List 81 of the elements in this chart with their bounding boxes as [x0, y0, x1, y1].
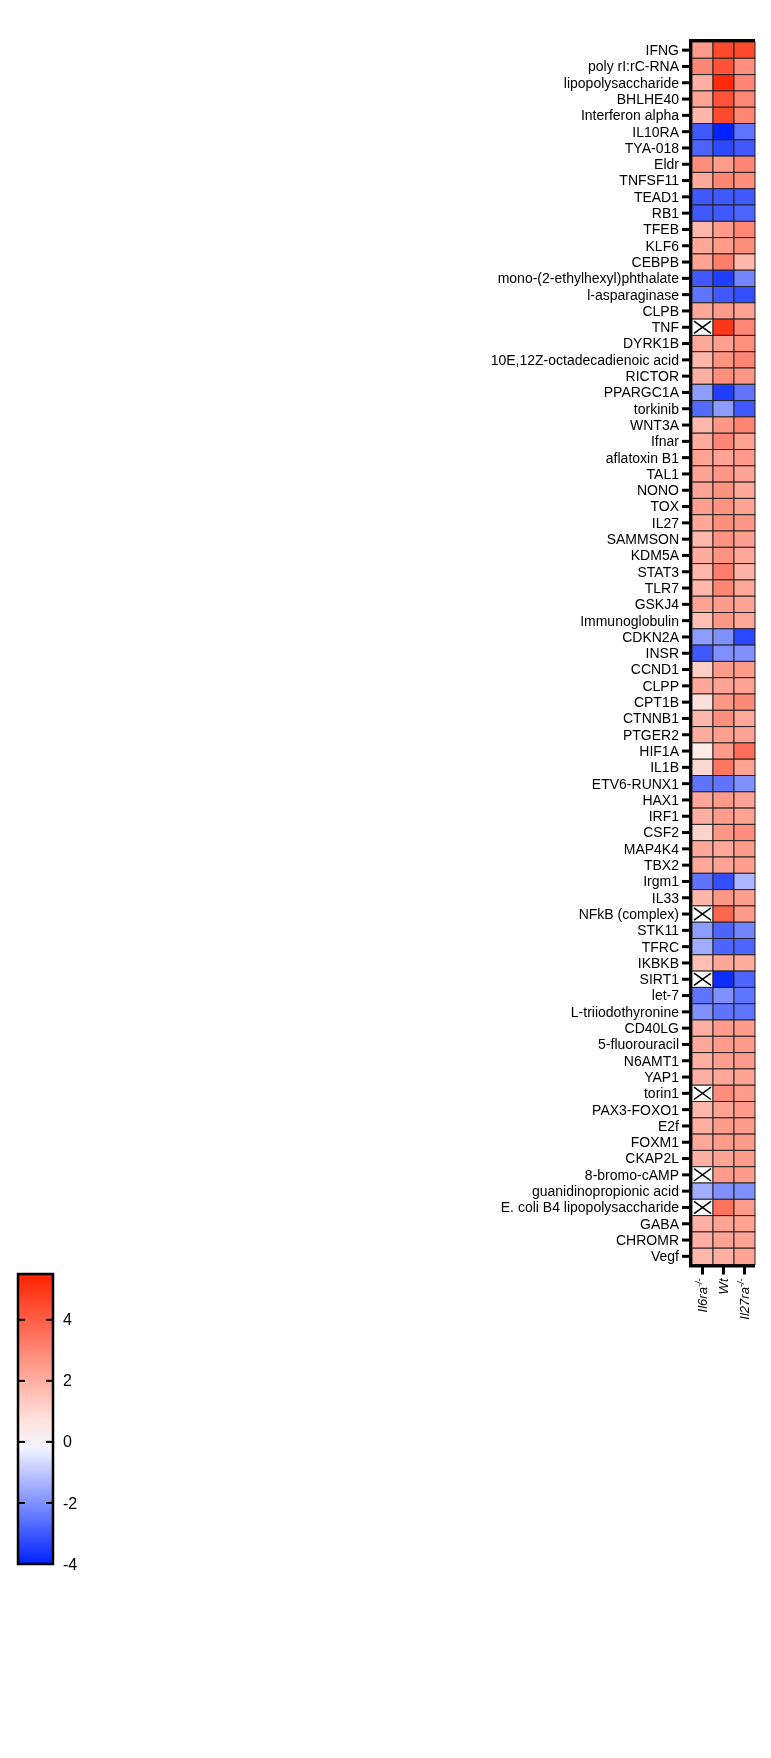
- x-tick-label: Wt: [716, 1277, 732, 1295]
- y-tick-label: GSKJ4: [634, 596, 680, 613]
- y-tick-label: PTGER2: [622, 726, 680, 743]
- y-tick-label: mono-(2-ethylhexyl)phthalate: [497, 270, 680, 287]
- y-tick-label: l-asparaginase: [587, 286, 680, 303]
- y-tick-label: torin1: [643, 1085, 680, 1102]
- y-tick-label: IL27: [651, 514, 680, 531]
- y-tick-label: INSR: [645, 645, 679, 662]
- y-tick-label: IFNG: [645, 42, 679, 59]
- y-tick-label: Immunoglobulin: [580, 612, 679, 629]
- y-tick-label: CEBPB: [631, 253, 679, 270]
- y-tick-label: TEAD1: [633, 188, 680, 205]
- y-tick-label: RB1: [651, 205, 680, 222]
- y-tick-label: CD40LG: [624, 1020, 679, 1037]
- y-tick-label: NONO: [637, 482, 680, 499]
- y-tick-label: BHLHE40: [616, 90, 680, 107]
- y-tick-label: TLR7: [644, 579, 680, 596]
- y-tick-label: E. coli B4 lipopolysaccharide: [500, 1199, 680, 1216]
- y-tick-label: SAMMSON: [606, 531, 679, 548]
- y-tick-label: CPT1B: [633, 694, 679, 711]
- y-tick-label: STK11: [637, 922, 680, 939]
- y-tick-label: FOXM1: [630, 1134, 680, 1151]
- y-tick-label: 8-bromo-cAMP: [584, 1166, 679, 1183]
- y-tick-label: HIF1A: [639, 742, 680, 759]
- y-tick-label: aflatoxin B1: [605, 449, 680, 466]
- y-tick-label: ETV6-RUNX1: [591, 775, 680, 792]
- y-tick-label: Ifnar: [650, 433, 680, 450]
- y-tick-label: TFEB: [643, 221, 679, 238]
- color-bar-label: 0: [63, 1433, 72, 1451]
- y-tick-label: GABA: [640, 1215, 680, 1232]
- y-tick-label: CSF2: [643, 824, 680, 841]
- y-tick-label: TBX2: [643, 857, 680, 874]
- y-tick-label: TNFSF11: [619, 172, 680, 189]
- y-tick-label: IL1B: [650, 759, 679, 776]
- y-tick-label: 10E,12Z-octadecadienoic acid: [490, 351, 679, 368]
- y-tick-label: TOX: [650, 498, 680, 515]
- y-tick-label: RICTOR: [625, 368, 679, 385]
- y-tick-label: IRF1: [648, 808, 680, 825]
- y-tick-label: TNF: [651, 319, 679, 336]
- y-tick-label: NFkB (complex): [578, 905, 679, 922]
- y-tick-label: WNT3A: [630, 416, 680, 433]
- y-tick-label: IL10RA: [632, 123, 680, 140]
- y-tick-label: CDKN2A: [622, 628, 680, 645]
- y-tick-label: Interferon alpha: [580, 107, 680, 124]
- y-tick-label: Eldr: [654, 156, 680, 173]
- y-tick-label: CKAP2L: [625, 1150, 680, 1167]
- y-tick-label: PPARGC1A: [603, 384, 680, 401]
- y-tick-label: CLPP: [642, 677, 679, 694]
- y-tick-label: TYA-018: [624, 139, 680, 156]
- color-bar-label: -4: [63, 1555, 78, 1573]
- y-tick-label: CCND1: [630, 661, 680, 678]
- y-tick-label: TAL1: [646, 465, 680, 482]
- y-tick-label: Irgm1: [643, 873, 680, 890]
- color-bar-label: 4: [63, 1311, 72, 1329]
- y-tick-label: IKBKB: [637, 954, 679, 971]
- y-tick-label: guanidinopropionic acid: [531, 1183, 679, 1200]
- y-tick-label: 5-fluorouracil: [598, 1036, 679, 1053]
- y-tick-label: SIRT1: [639, 971, 680, 988]
- y-tick-label: Vegf: [650, 1248, 680, 1265]
- color-bar-label: -2: [63, 1494, 78, 1512]
- y-tick-label: KDM5A: [630, 547, 680, 564]
- y-tick-label: IL33: [651, 889, 680, 906]
- y-tick-label: DYRK1B: [622, 335, 679, 352]
- y-tick-label: CTNNB1: [622, 710, 680, 727]
- y-tick-label: KLF6: [645, 237, 680, 254]
- y-tick-label: let-7: [651, 987, 680, 1004]
- y-tick-label: torkinib: [633, 400, 680, 417]
- y-tick-label: E2f: [657, 1117, 680, 1134]
- y-tick-label: YAP1: [644, 1068, 680, 1085]
- y-tick-label: poly rI:rC-RNA: [587, 58, 680, 75]
- y-tick-label: PAX3-FOXO1: [592, 1101, 680, 1118]
- y-tick-label: CLPB: [642, 302, 679, 319]
- y-tick-label: MAP4K4: [623, 840, 680, 857]
- y-tick-label: HAX1: [642, 791, 680, 808]
- y-tick-label: N6AMT1: [623, 1052, 680, 1069]
- y-tick-label: TFRC: [641, 938, 679, 955]
- y-tick-label: lipopolysaccharide: [563, 74, 680, 91]
- y-tick-label: STAT3: [637, 563, 680, 580]
- y-tick-label: CHROMR: [616, 1231, 679, 1248]
- y-tick-label: L-triiodothyronine: [570, 1003, 680, 1020]
- color-bar-label: 2: [63, 1372, 72, 1390]
